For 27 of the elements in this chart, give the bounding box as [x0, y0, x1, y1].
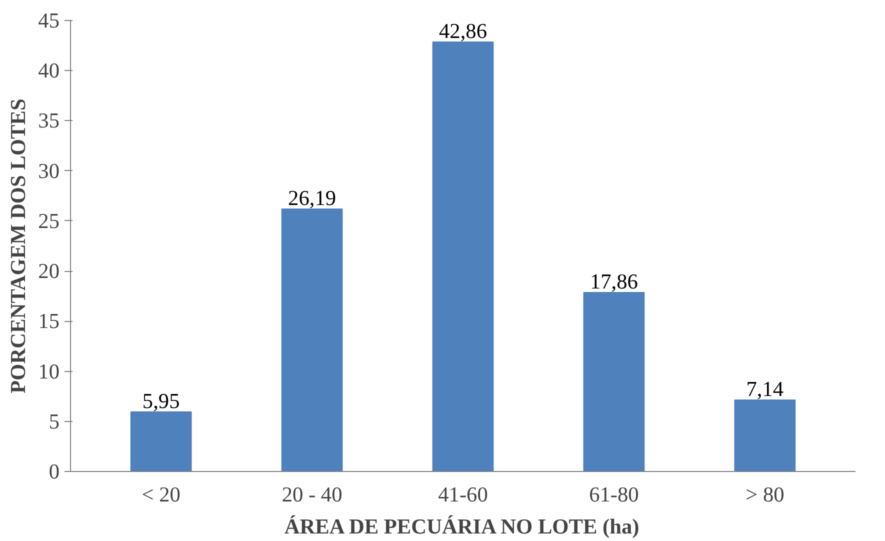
x-tick-label: > 80 — [746, 482, 784, 506]
data-label: 42,86 — [439, 18, 488, 43]
y-tick-label: 45 — [38, 8, 60, 32]
y-tick-label: 35 — [38, 108, 60, 133]
y-tick-label: 0 — [48, 460, 60, 484]
x-axis-title: ÁREA DE PECUÁRIA NO LOTE (ha) — [284, 514, 640, 538]
bar — [432, 41, 494, 472]
data-label: 17,86 — [590, 270, 638, 294]
x-tick-label: 61-80 — [589, 482, 639, 506]
bar — [130, 411, 192, 472]
y-tick-label: 25 — [38, 208, 60, 233]
bar — [583, 292, 645, 472]
y-tick-label: 10 — [38, 359, 60, 384]
bar — [734, 399, 796, 472]
y-tick-label: 20 — [38, 259, 60, 284]
bar — [281, 208, 343, 472]
y-axis-title: PORCENTAGEM DOS LOTES — [6, 98, 30, 394]
y-tick-label: 40 — [38, 58, 60, 83]
data-label: 7,14 — [746, 376, 784, 401]
x-tick-label: 20 - 40 — [282, 482, 342, 506]
y-tick-label: 30 — [38, 158, 60, 183]
x-tick-label: 41-60 — [438, 482, 488, 506]
x-tick-label: < 20 — [142, 482, 180, 506]
data-label: 5,95 — [142, 388, 180, 413]
y-tick-label: 5 — [48, 409, 60, 434]
data-label: 26,19 — [288, 186, 336, 210]
y-tick-label: 15 — [38, 309, 60, 334]
